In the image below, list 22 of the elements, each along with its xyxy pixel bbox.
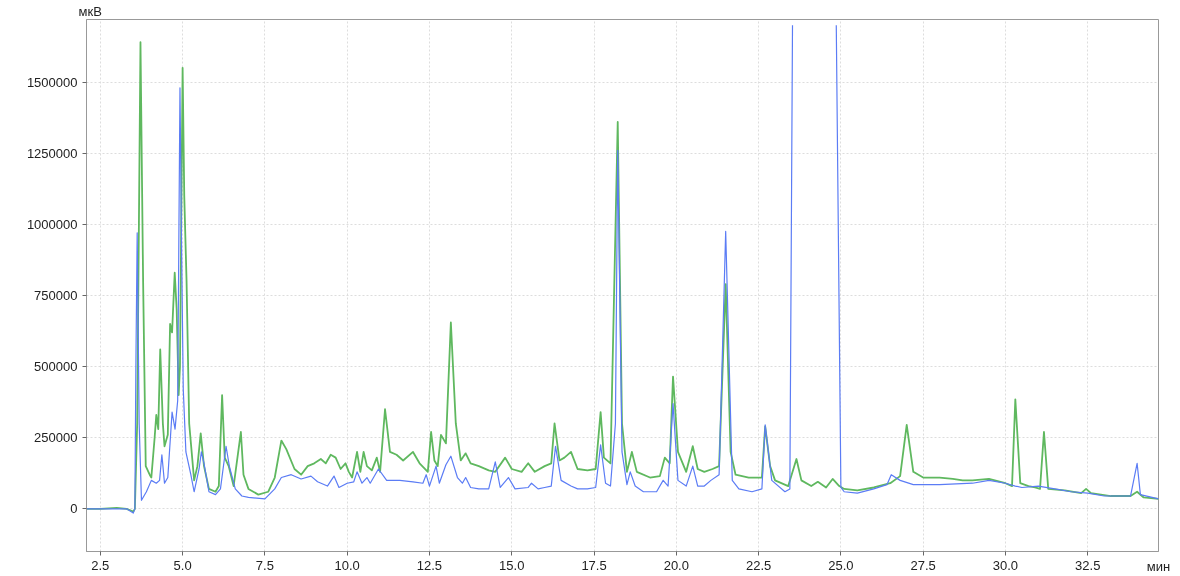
y-axis-title: мкВ — [78, 3, 102, 19]
x-tick-label: 5.0 — [173, 557, 192, 573]
y-tick-label: 250000 — [34, 430, 78, 446]
y-tick-label: 750000 — [34, 287, 78, 303]
y-tick-label: 1500000 — [26, 74, 78, 90]
y-tick-label: 1000000 — [26, 216, 78, 232]
x-tick-label: 22.5 — [745, 557, 772, 573]
x-tick-label: 25.0 — [828, 557, 854, 573]
y-tick-label: 500000 — [34, 359, 78, 375]
y-tick-label: 1250000 — [26, 145, 78, 161]
x-tick-label: 2.5 — [91, 557, 110, 573]
y-tick-label: 0 — [70, 501, 78, 517]
x-axis-title: мин — [1146, 558, 1171, 574]
x-tick-label: 15.0 — [499, 557, 525, 573]
x-tick-label: 32.5 — [1075, 557, 1101, 573]
x-tick-label: 17.5 — [581, 557, 607, 573]
x-tick-label: 27.5 — [910, 557, 936, 573]
x-tick-label: 20.0 — [663, 557, 689, 573]
x-tick-label: 30.0 — [992, 557, 1019, 573]
x-tick-label: 7.5 — [255, 557, 274, 573]
x-tick-label: 10.0 — [334, 557, 360, 573]
x-tick-label: 12.5 — [416, 557, 443, 573]
